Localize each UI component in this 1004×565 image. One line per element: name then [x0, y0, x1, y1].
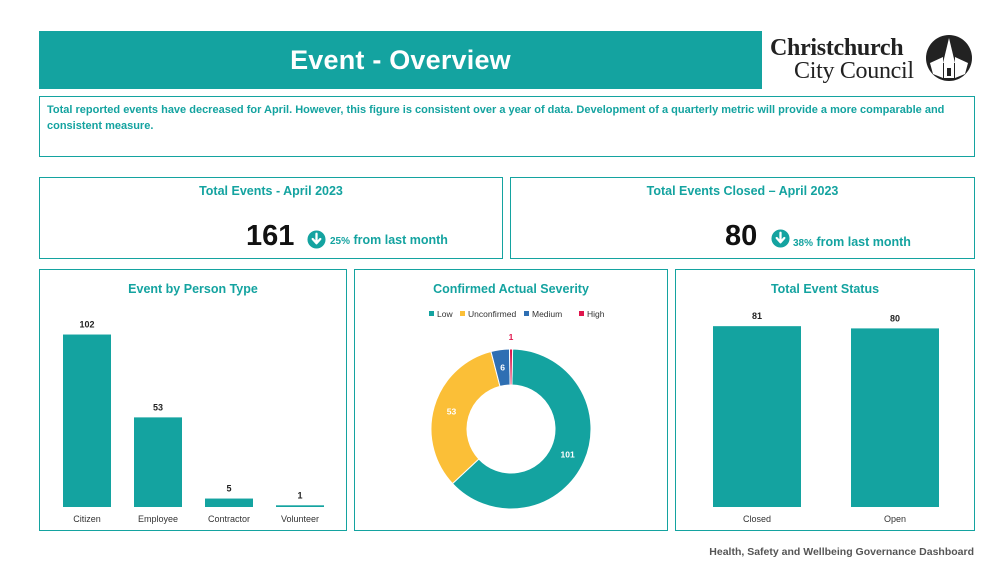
council-logo: Christchurch City Council [768, 33, 976, 85]
kpi-change: 25% from last month [330, 233, 448, 247]
event-status-category-label: Open [884, 514, 906, 524]
person-type-data-label: 1 [297, 490, 302, 500]
logo-text-line2: City Council [794, 58, 914, 84]
kpi-value: 80 [725, 220, 758, 252]
donut-slice-low [451, 348, 592, 510]
severity-donut-chart: Low Unconfirmed Medium High 101 53 6 1 [429, 309, 605, 510]
event-status-bar-chart: 81 Closed 80 Open [713, 311, 939, 524]
kpi-change-label: from last month [813, 235, 911, 249]
person-type-category-label: Employee [138, 514, 178, 524]
event-status-bar-closed [713, 326, 801, 507]
kpi-value: 161 [246, 220, 295, 252]
person-type-data-label: 53 [153, 402, 163, 412]
legend-label-low: Low [437, 309, 453, 319]
kpi-title: Total Events - April 2023 [199, 184, 343, 198]
logo-text-line1: Christchurch [770, 35, 904, 61]
person-type-bar-citizen [63, 334, 111, 507]
header-banner: Event - Overview [39, 31, 762, 89]
event-status-data-label: 81 [752, 311, 762, 321]
legend-label-unconfirmed: Unconfirmed [468, 309, 516, 319]
chart-card-severity: Confirmed Actual Severity Low Unconfirmed… [354, 269, 668, 531]
kpi-card-events-closed: Total Events Closed – April 2023 80 38% … [510, 177, 975, 259]
commentary-text: Total reported events have decreased for… [47, 104, 945, 132]
kpi-change-percent: 25% [330, 236, 351, 247]
person-type-data-label: 102 [79, 320, 94, 330]
commentary-box: Total reported events have decreased for… [39, 96, 975, 157]
arrow-down-icon [307, 230, 326, 249]
legend-label-high: High [587, 309, 605, 319]
legend-swatch-high [579, 311, 584, 316]
chart-card-person-type: Event by Person Type 102 Citizen 53 Employe… [39, 269, 347, 531]
person-type-category-label: Contractor [208, 514, 250, 524]
kpi-change-label: from last month [350, 233, 448, 247]
legend-swatch-medium [524, 311, 529, 316]
event-status-category-label: Closed [743, 514, 771, 524]
dashboard-footer: Health, Safety and Wellbeing Governance … [709, 546, 974, 558]
kpi-title: Total Events Closed – April 2023 [646, 184, 839, 198]
person-type-category-label: Citizen [73, 514, 101, 524]
person-type-bar-volunteer [276, 505, 324, 507]
chart-title: Event by Person Type [128, 282, 258, 296]
person-type-bar-chart: 102 Citizen 53 Employee 5 Contractor 1 Voluntee… [63, 320, 324, 524]
kpi-card-total-events: Total Events - April 2023 161 25% from l… [39, 177, 503, 259]
legend-swatch-low [429, 311, 434, 316]
kpi-change-percent: 38% [793, 238, 814, 249]
arrow-down-icon [771, 229, 790, 248]
donut-data-label-unconfirmed: 53 [447, 407, 457, 417]
event-status-data-label: 80 [890, 313, 900, 323]
page-title: Event - Overview [290, 44, 511, 75]
chart-title: Confirmed Actual Severity [433, 282, 589, 296]
donut-data-label-high: 1 [509, 332, 514, 342]
severity-legend: Low Unconfirmed Medium High [429, 309, 605, 319]
kpi-change: 38% from last month [793, 235, 911, 249]
donut-data-label-low: 101 [561, 449, 575, 459]
person-type-bar-employee [134, 417, 182, 507]
donut-slice-high [508, 348, 514, 386]
person-type-category-label: Volunteer [281, 514, 319, 524]
chart-title: Total Event Status [770, 282, 880, 296]
event-status-bar-open [851, 328, 939, 507]
cathedral-emblem-icon [926, 35, 972, 81]
donut-data-label-medium: 6 [500, 363, 505, 373]
legend-label-medium: Medium [532, 309, 562, 319]
donut-slice-unconfirmed [430, 350, 501, 485]
person-type-bar-contractor [205, 498, 253, 507]
person-type-data-label: 5 [226, 484, 231, 494]
legend-swatch-unconfirmed [460, 311, 465, 316]
chart-card-event-status: Total Event Status 81 Closed 80 Open [675, 269, 975, 531]
